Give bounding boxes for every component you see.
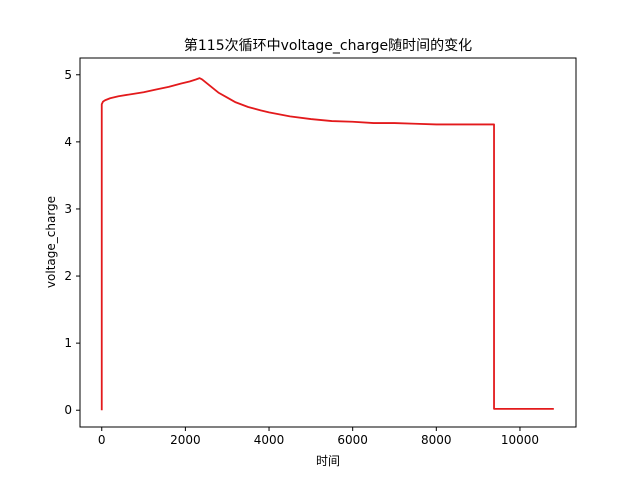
- x-tick-label: 6000: [337, 433, 368, 447]
- y-tick-label: 2: [64, 269, 72, 283]
- y-tick-label: 5: [64, 68, 72, 82]
- x-tick-label: 8000: [421, 433, 452, 447]
- plot-area: [79, 57, 577, 428]
- chart-title: 第115次循环中voltage_charge随时间的变化: [184, 37, 472, 54]
- y-tick-label: 4: [64, 135, 72, 149]
- x-tick-label: 2000: [170, 433, 201, 447]
- y-axis-title: voltage_charge: [44, 196, 58, 288]
- x-axis: 0 2000 4000 6000 8000 10000: [98, 427, 539, 447]
- x-axis-title: 时间: [316, 454, 340, 468]
- x-tick-label: 4000: [254, 433, 285, 447]
- y-axis: 0 1 2 3 4 5: [64, 68, 80, 417]
- y-tick-label: 1: [64, 336, 72, 350]
- plot-frame: [79, 57, 577, 428]
- voltage-charge-series-line: [100, 77, 554, 411]
- x-tick-label: 10000: [501, 433, 539, 447]
- y-tick-label: 3: [64, 202, 72, 216]
- x-tick-label: 0: [98, 433, 106, 447]
- y-tick-label: 0: [64, 403, 72, 417]
